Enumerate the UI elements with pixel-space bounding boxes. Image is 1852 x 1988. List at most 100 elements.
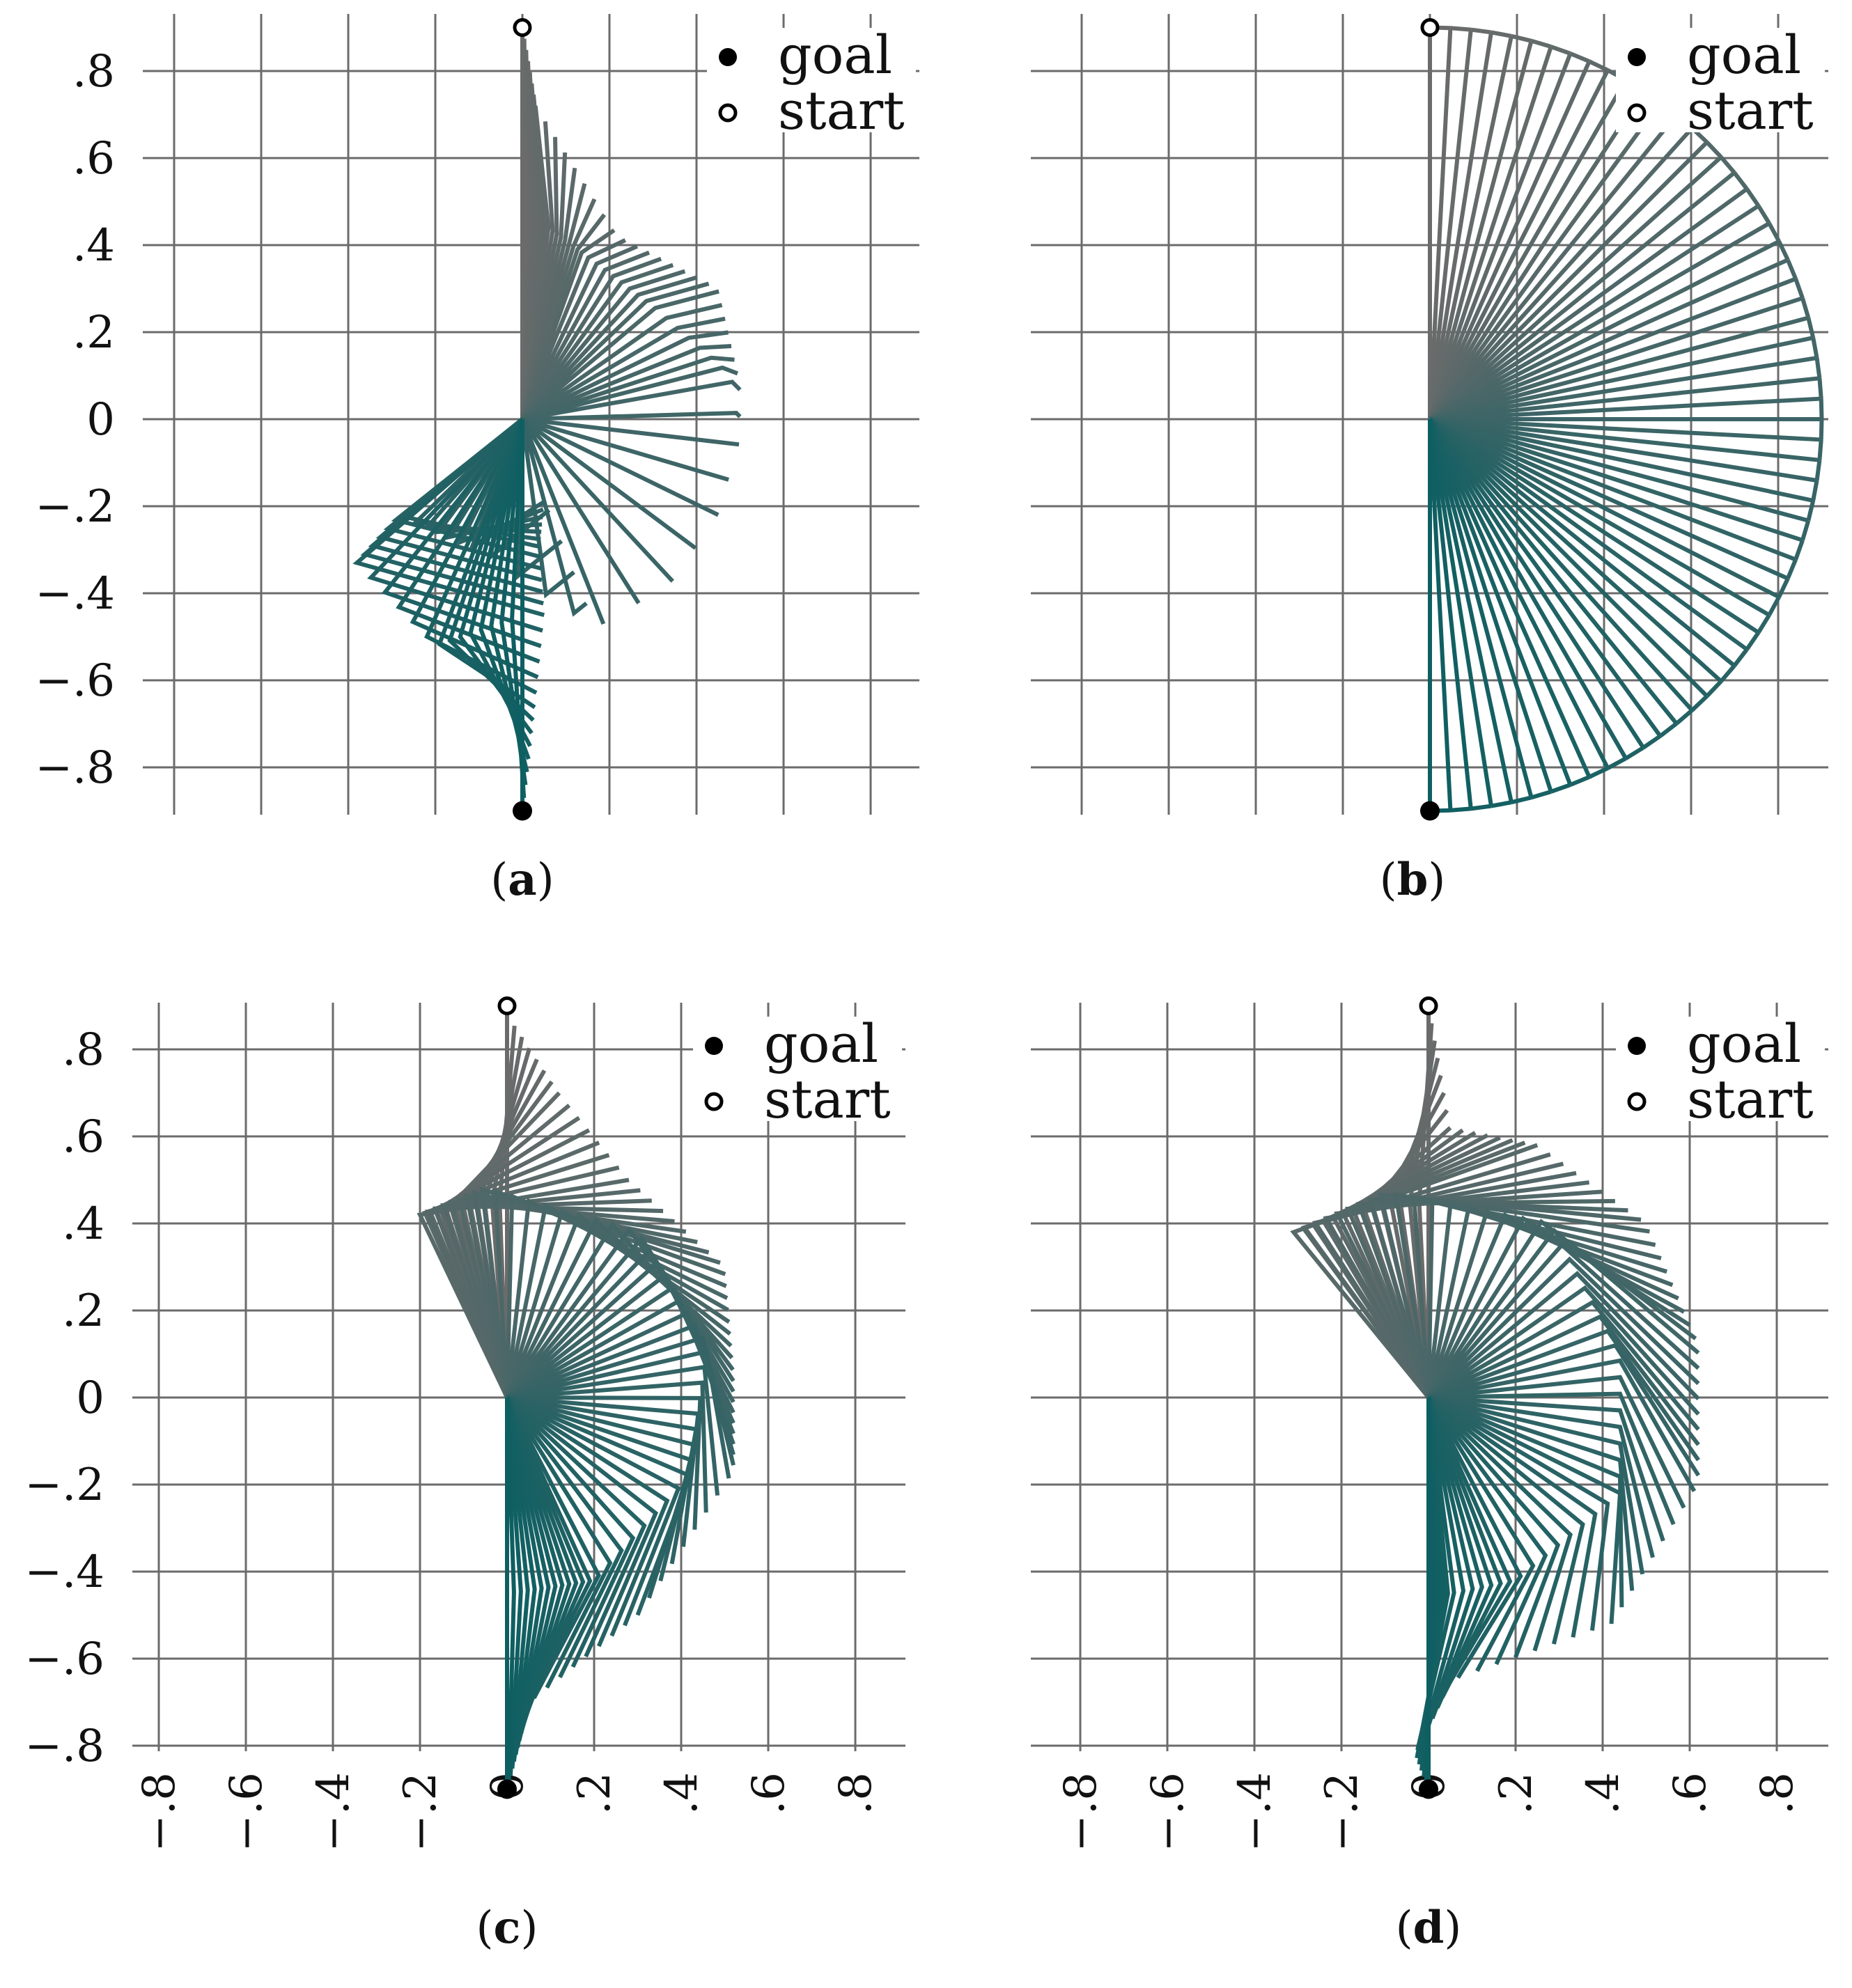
- arm-configuration: [1426, 1205, 1674, 1398]
- caption-paren-open: (: [490, 854, 508, 906]
- arm-configuration: [505, 1397, 565, 1735]
- x-tick-label: .2: [569, 1772, 621, 1815]
- y-tick-label: .8: [72, 46, 115, 97]
- goal-marker: [497, 1779, 517, 1799]
- end-effector-path: [1530, 790, 1552, 800]
- arm-configuration: [1428, 1375, 1686, 1509]
- arm-link: [1428, 418, 1513, 803]
- end-effector-path: [1705, 680, 1723, 698]
- x-tick-label: .6: [1665, 1772, 1716, 1815]
- arm-link: [1429, 239, 1780, 421]
- end-effector-path: [1511, 33, 1532, 43]
- arm-link: [1428, 418, 1610, 769]
- end-effector-path: [1569, 52, 1590, 63]
- arm-configuration: [520, 417, 674, 583]
- arm-link: [1428, 418, 1628, 760]
- arm-configuration: [464, 1193, 698, 1398]
- arm-link: [1428, 418, 1473, 809]
- end-effector-path: [1658, 721, 1678, 738]
- panel-caption: (a): [490, 854, 554, 906]
- end-effector-path: [1786, 558, 1798, 579]
- arm-configuration: [1426, 1242, 1700, 1399]
- arm-configuration: [506, 1349, 731, 1479]
- start-marker: [497, 996, 517, 1015]
- arm-configuration: [410, 418, 539, 680]
- arm-configuration: [1300, 1152, 1551, 1399]
- caption-paren-open: (: [1380, 854, 1397, 906]
- arm-link: [1428, 418, 1592, 778]
- arm-configuration: [1426, 1397, 1494, 1709]
- arm-link: [1429, 204, 1760, 421]
- arm-configuration: [521, 417, 719, 517]
- end-effector-path: [1588, 59, 1609, 72]
- arm-configuration: [381, 418, 542, 648]
- end-effector-path: [1450, 806, 1472, 813]
- arm-configuration: [1426, 1396, 1548, 1666]
- arm-configuration: [1290, 1143, 1539, 1399]
- end-effector-path: [1777, 240, 1790, 261]
- arm-configuration: [396, 418, 540, 664]
- arm-configuration: [1334, 1180, 1590, 1399]
- arm-configuration: [520, 418, 641, 604]
- goal-marker: [1420, 801, 1440, 821]
- arm-configuration: [521, 316, 726, 421]
- arm-configuration: [520, 269, 686, 421]
- arm-configuration: [520, 275, 698, 421]
- arm-link: [1428, 141, 1709, 421]
- arm-configuration: [440, 1203, 664, 1398]
- arm-configuration: [521, 330, 729, 421]
- end-effector-path: [1814, 460, 1822, 481]
- arm-configuration: [520, 256, 662, 421]
- legend-goal-label: goal: [1687, 24, 1801, 86]
- arm-link: [1429, 417, 1789, 581]
- x-tick-label: .6: [743, 1772, 795, 1815]
- arm-link: [1428, 417, 1709, 698]
- arm-link: [1429, 417, 1748, 652]
- arm-link: [1428, 52, 1573, 421]
- arm-configuration: [1426, 1397, 1484, 1719]
- arm-link: [1429, 221, 1771, 421]
- caption-letter: b: [1397, 854, 1429, 906]
- arm-configuration: [433, 1198, 652, 1399]
- trajectory: [417, 1015, 736, 1790]
- x-tick-label: −.8: [134, 1772, 185, 1852]
- arm-configuration: [505, 1395, 647, 1658]
- arm-configuration: [522, 417, 729, 482]
- arm-configuration: [1427, 1395, 1624, 1608]
- end-effector-path: [1690, 694, 1709, 712]
- arm-link: [1428, 28, 1453, 420]
- arm-configuration: [505, 1397, 516, 1783]
- arm-link: [1429, 417, 1820, 462]
- y-tick-label: .4: [62, 1198, 104, 1250]
- y-tick-label: −.4: [24, 1547, 104, 1598]
- end-effector-path: [1719, 155, 1736, 174]
- arm-configuration: [1426, 1396, 1523, 1679]
- arm-configuration: [522, 379, 742, 421]
- arm-configuration: [1312, 1161, 1564, 1399]
- arm-configuration: [521, 303, 723, 421]
- arm-configuration: [1411, 1196, 1656, 1398]
- caption-paren-close: ): [520, 1902, 538, 1954]
- arm-link: [1429, 417, 1803, 542]
- arm-configuration: [520, 228, 616, 421]
- arm-configuration: [1426, 1227, 1700, 1399]
- caption-letter: a: [508, 854, 536, 906]
- legend-background: [693, 1017, 902, 1121]
- arm-configuration: [510, 418, 527, 799]
- caption-paren-open: (: [476, 1902, 494, 1954]
- y-tick-label: .8: [62, 1024, 104, 1076]
- arm-configuration: [1427, 1299, 1700, 1431]
- arm-link: [1429, 417, 1814, 503]
- arm-configuration: [1425, 1397, 1475, 1730]
- legend-goal-label: goal: [778, 24, 892, 86]
- end-effector-path: [1705, 141, 1723, 159]
- arm-link: [1428, 101, 1663, 421]
- end-effector-path: [1767, 595, 1781, 616]
- arm-configuration: [506, 1364, 720, 1496]
- end-effector-path: [1675, 708, 1694, 726]
- arm-link: [1429, 171, 1736, 421]
- end-effector-path: [1817, 439, 1823, 461]
- legend-background: [1616, 1017, 1825, 1121]
